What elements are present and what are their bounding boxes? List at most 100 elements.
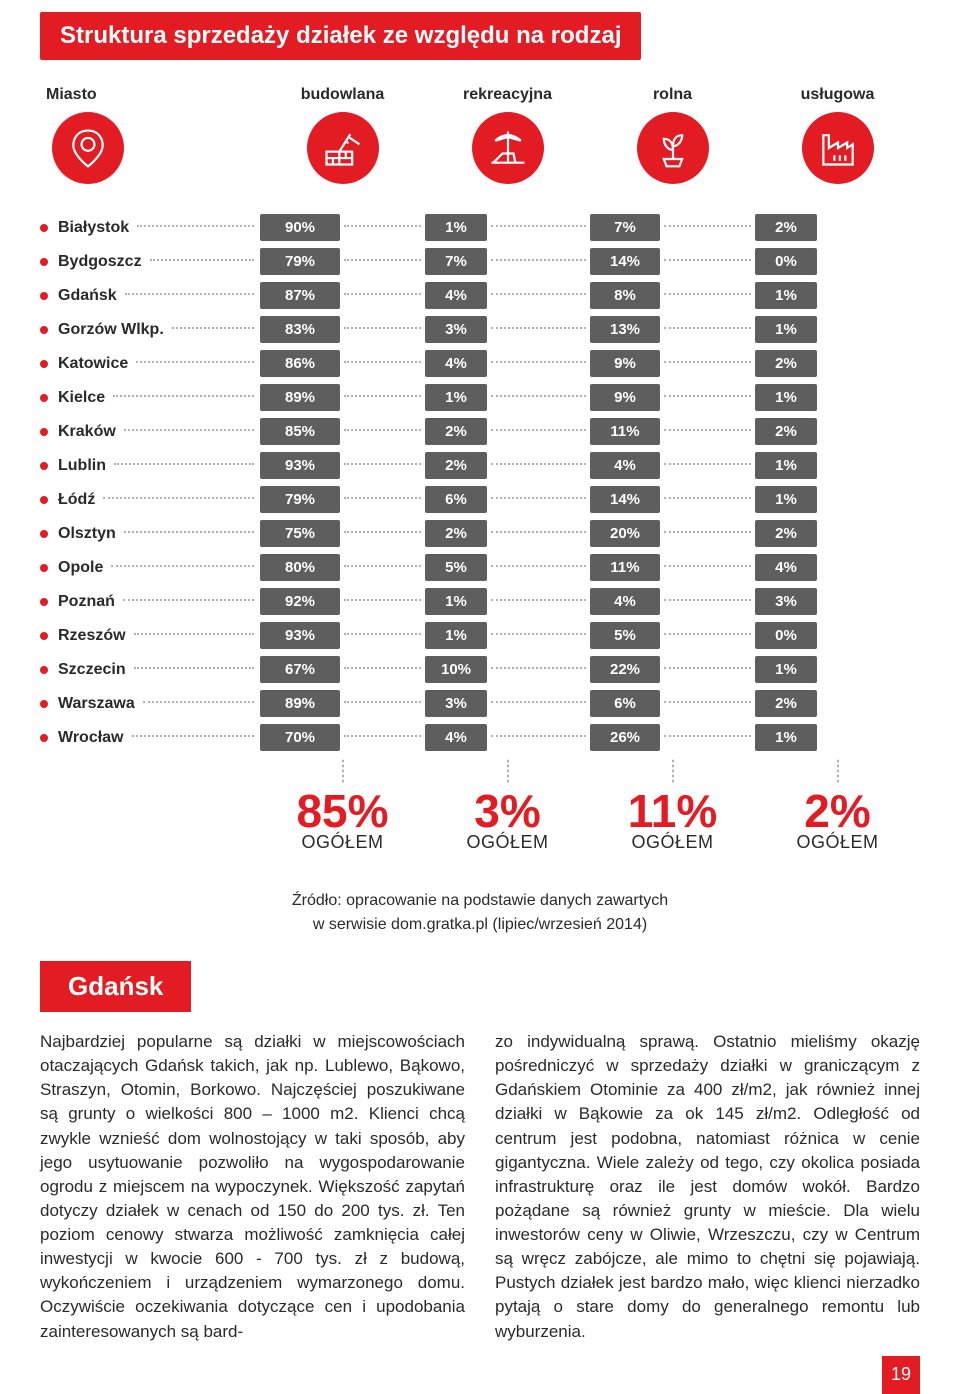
leader-dots (344, 327, 421, 329)
total-col-3: 2% OGÓŁEM (755, 758, 920, 853)
leader-dots (491, 735, 586, 737)
value-box: 4% (425, 282, 487, 309)
table-row: Kraków85%2%11%2% (40, 418, 920, 445)
col-header-2: rolna (590, 86, 755, 104)
bullet-icon (40, 462, 48, 470)
city-cell: Kraków (40, 423, 260, 441)
value-cell: 9% (590, 384, 755, 411)
city-cell: Łódź (40, 491, 260, 509)
leader-dots (103, 497, 254, 499)
city-cell: Szczecin (40, 661, 260, 679)
value-cell: 2% (425, 452, 590, 479)
value-cell: 11% (590, 418, 755, 445)
city-cell: Rzeszów (40, 627, 260, 645)
value-cell: 26% (590, 724, 755, 751)
leader-dots (491, 225, 586, 227)
body-col-left: Najbardziej popularne są działki w miejs… (40, 1030, 465, 1344)
leader-dots (143, 701, 254, 703)
leader-dots (132, 735, 255, 737)
total-pct-3: 2% (755, 788, 920, 834)
value-cell: 4% (590, 588, 755, 615)
leader-dots (344, 633, 421, 635)
city-label: Olsztyn (58, 525, 116, 543)
value-cell: 93% (260, 452, 425, 479)
bullet-icon (40, 564, 48, 572)
value-cell: 1% (425, 214, 590, 241)
leader-dots (113, 395, 254, 397)
value-cell: 80% (260, 554, 425, 581)
value-cell: 2% (755, 214, 920, 241)
city-label: Rzeszów (58, 627, 126, 645)
location-icon (52, 112, 124, 184)
value-cell: 10% (425, 656, 590, 683)
total-pct-2: 11% (590, 788, 755, 834)
city-cell: Gorzów Wlkp. (40, 321, 260, 339)
bullet-icon (40, 326, 48, 334)
bullet-icon (40, 734, 48, 742)
leader-dots (664, 531, 751, 533)
value-cell: 4% (590, 452, 755, 479)
value-box: 11% (590, 418, 660, 445)
city-heading: Gdańsk (40, 961, 191, 1012)
value-cell: 70% (260, 724, 425, 751)
value-box: 26% (590, 724, 660, 751)
value-box: 1% (755, 316, 817, 343)
leader-dots (344, 497, 421, 499)
value-box: 10% (425, 656, 487, 683)
leader-dots (114, 463, 254, 465)
body-col-right: zo indywidualną sprawą. Ostatnio mieliśm… (495, 1030, 920, 1344)
total-col-0: 85% OGÓŁEM (260, 758, 425, 853)
value-box: 89% (260, 690, 340, 717)
leader-dots (664, 463, 751, 465)
value-box: 3% (755, 588, 817, 615)
table-row: Gorzów Wlkp.83%3%13%1% (40, 316, 920, 343)
leader-dots (344, 259, 421, 261)
value-cell: 3% (755, 588, 920, 615)
value-cell: 20% (590, 520, 755, 547)
leader-dots (111, 565, 254, 567)
value-box: 13% (590, 316, 660, 343)
leader-dots (664, 667, 751, 669)
city-label: Gorzów Wlkp. (58, 321, 164, 339)
bullet-icon (40, 666, 48, 674)
value-cell: 2% (425, 520, 590, 547)
total-label-0: OGÓŁEM (260, 832, 425, 853)
value-cell: 2% (755, 520, 920, 547)
value-cell: 2% (755, 350, 920, 377)
leader-dots (491, 565, 586, 567)
value-box: 93% (260, 622, 340, 649)
value-box: 86% (260, 350, 340, 377)
bullet-icon (40, 258, 48, 266)
value-cell: 87% (260, 282, 425, 309)
bullet-icon (40, 530, 48, 538)
value-cell: 4% (755, 554, 920, 581)
value-cell: 1% (755, 486, 920, 513)
value-cell: 1% (755, 384, 920, 411)
value-cell: 1% (425, 384, 590, 411)
value-box: 20% (590, 520, 660, 547)
table-row: Olsztyn75%2%20%2% (40, 520, 920, 547)
value-box: 79% (260, 486, 340, 513)
value-cell: 4% (425, 282, 590, 309)
section-title: Struktura sprzedaży działek ze względu n… (40, 12, 641, 60)
leader-dots (491, 599, 586, 601)
leader-dots (344, 701, 421, 703)
table-row: Lublin 93%2%4% 1% (40, 452, 920, 479)
value-box: 5% (590, 622, 660, 649)
leader-dots (491, 701, 586, 703)
value-box: 6% (590, 690, 660, 717)
leader-dots (344, 463, 421, 465)
leader-dots (491, 531, 586, 533)
value-box: 2% (755, 350, 817, 377)
leader-dots (491, 361, 586, 363)
beach-chair-icon (472, 112, 544, 184)
table-row: Kielce89%1%9%1% (40, 384, 920, 411)
city-label: Lublin (58, 457, 106, 475)
city-cell: Bydgoszcz (40, 253, 260, 271)
leader-dots (344, 667, 421, 669)
value-box: 1% (755, 452, 817, 479)
value-cell: 0% (755, 622, 920, 649)
value-box: 4% (590, 452, 660, 479)
factory-icon (802, 112, 874, 184)
value-cell: 2% (425, 418, 590, 445)
